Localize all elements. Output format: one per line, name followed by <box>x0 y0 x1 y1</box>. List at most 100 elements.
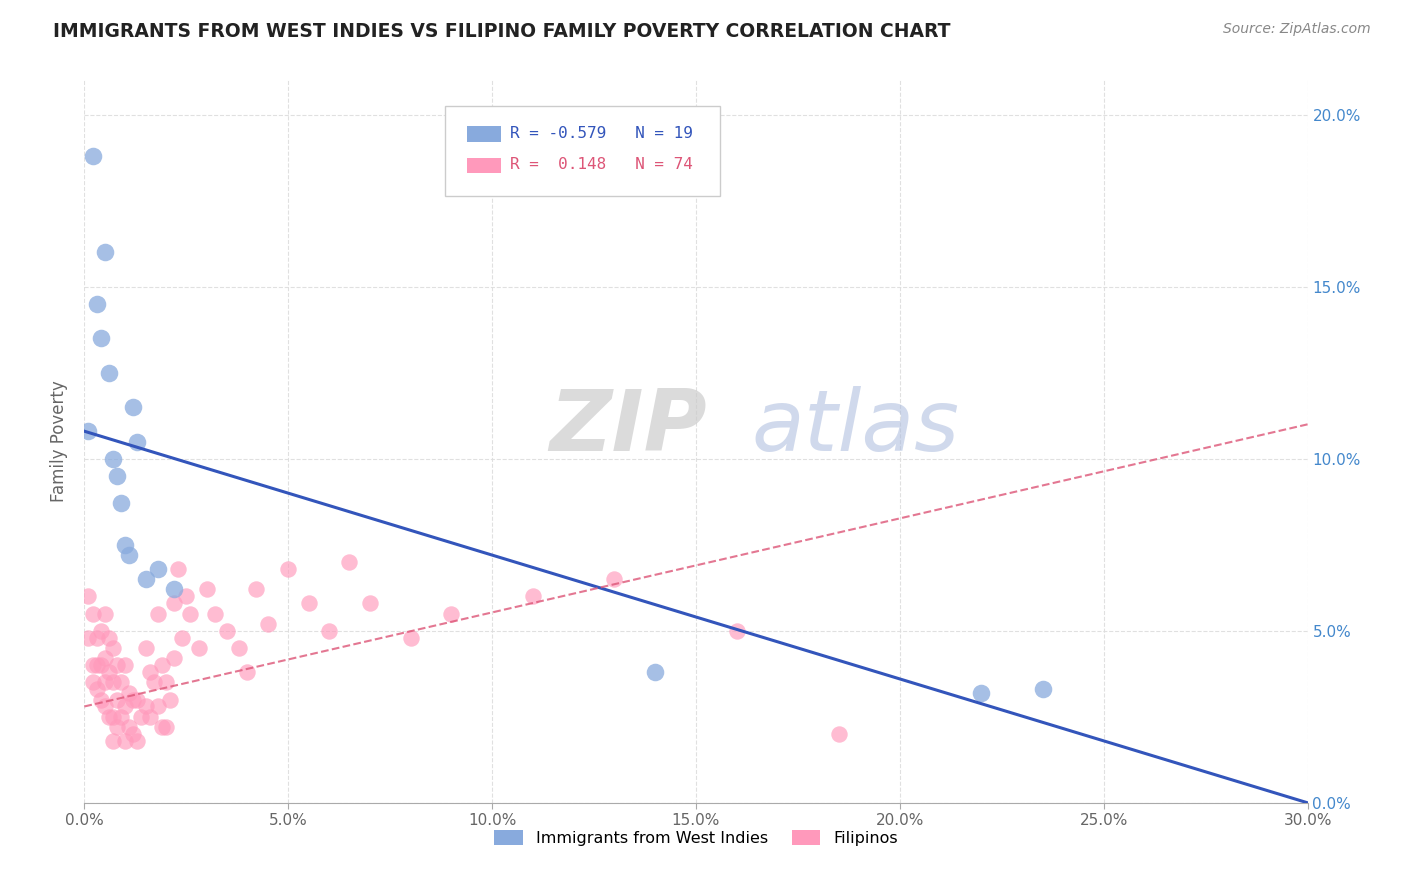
Point <box>77 590 100 604</box>
Point <box>150 658 173 673</box>
Point <box>440 607 463 621</box>
Point <box>122 400 145 414</box>
Point <box>146 562 169 576</box>
Point <box>82 607 104 621</box>
Text: Source: ZipAtlas.com: Source: ZipAtlas.com <box>1223 22 1371 37</box>
Point <box>217 624 239 638</box>
Point <box>127 434 149 449</box>
Point <box>118 686 141 700</box>
Point <box>167 562 190 576</box>
Point <box>131 710 153 724</box>
Point <box>93 675 115 690</box>
Point <box>127 734 149 748</box>
Point <box>114 699 136 714</box>
Point <box>127 692 149 706</box>
Point <box>90 692 112 706</box>
Point <box>399 631 422 645</box>
Point <box>114 538 136 552</box>
Point <box>90 658 112 673</box>
Point <box>97 631 120 645</box>
Point <box>155 720 177 734</box>
Point <box>135 572 157 586</box>
Text: R = -0.579   N = 19: R = -0.579 N = 19 <box>510 126 693 141</box>
Point <box>118 548 141 562</box>
Point <box>163 651 186 665</box>
Point <box>155 675 177 690</box>
Point <box>204 607 226 621</box>
Point <box>150 720 173 734</box>
Point <box>228 640 250 655</box>
Point <box>725 624 748 638</box>
Point <box>114 734 136 748</box>
Point <box>138 710 160 724</box>
Point <box>970 686 993 700</box>
Point <box>105 692 128 706</box>
Bar <box>467 126 502 142</box>
Y-axis label: Family Poverty: Family Poverty <box>51 381 69 502</box>
Point <box>339 555 361 569</box>
Point <box>97 665 120 679</box>
Point <box>93 699 115 714</box>
Point <box>101 451 124 466</box>
Point <box>163 582 186 597</box>
Text: atlas: atlas <box>751 385 959 468</box>
Point <box>93 607 115 621</box>
FancyBboxPatch shape <box>446 105 720 196</box>
Point <box>236 665 259 679</box>
Point <box>135 699 157 714</box>
Point <box>105 720 128 734</box>
Text: R =  0.148   N = 74: R = 0.148 N = 74 <box>510 157 693 172</box>
Point <box>93 245 115 260</box>
Point <box>93 651 115 665</box>
Point <box>86 297 108 311</box>
Point <box>90 331 112 345</box>
Point <box>159 692 181 706</box>
Point <box>135 640 157 655</box>
Point <box>146 607 169 621</box>
Point <box>101 675 124 690</box>
Legend: Immigrants from West Indies, Filipinos: Immigrants from West Indies, Filipinos <box>488 823 904 853</box>
Point <box>522 590 544 604</box>
Bar <box>467 158 502 173</box>
Point <box>257 616 280 631</box>
Point <box>101 640 124 655</box>
Point <box>318 624 340 638</box>
Point <box>146 699 169 714</box>
Text: ZIP: ZIP <box>550 385 707 468</box>
Point <box>86 631 108 645</box>
Point <box>77 631 100 645</box>
Point <box>298 596 321 610</box>
Point <box>101 710 124 724</box>
Point <box>122 692 145 706</box>
Point <box>359 596 381 610</box>
Point <box>101 734 124 748</box>
Point <box>138 665 160 679</box>
Point <box>97 366 120 380</box>
Point <box>110 496 132 510</box>
Point <box>118 720 141 734</box>
Point <box>644 665 666 679</box>
Point <box>187 640 209 655</box>
Point <box>90 624 112 638</box>
Point <box>82 149 104 163</box>
Point <box>86 658 108 673</box>
Point <box>82 658 104 673</box>
Point <box>828 727 851 741</box>
Point <box>110 710 132 724</box>
Point <box>105 469 128 483</box>
Text: IMMIGRANTS FROM WEST INDIES VS FILIPINO FAMILY POVERTY CORRELATION CHART: IMMIGRANTS FROM WEST INDIES VS FILIPINO … <box>53 22 950 41</box>
Point <box>603 572 626 586</box>
Point <box>174 590 197 604</box>
Point <box>163 596 186 610</box>
Point <box>105 658 128 673</box>
Point <box>97 710 120 724</box>
Point <box>172 631 194 645</box>
Point <box>1032 682 1054 697</box>
Point <box>277 562 299 576</box>
Point <box>77 424 100 438</box>
Point <box>114 658 136 673</box>
Point <box>142 675 165 690</box>
Point <box>122 727 145 741</box>
Point <box>110 675 132 690</box>
Point <box>179 607 201 621</box>
